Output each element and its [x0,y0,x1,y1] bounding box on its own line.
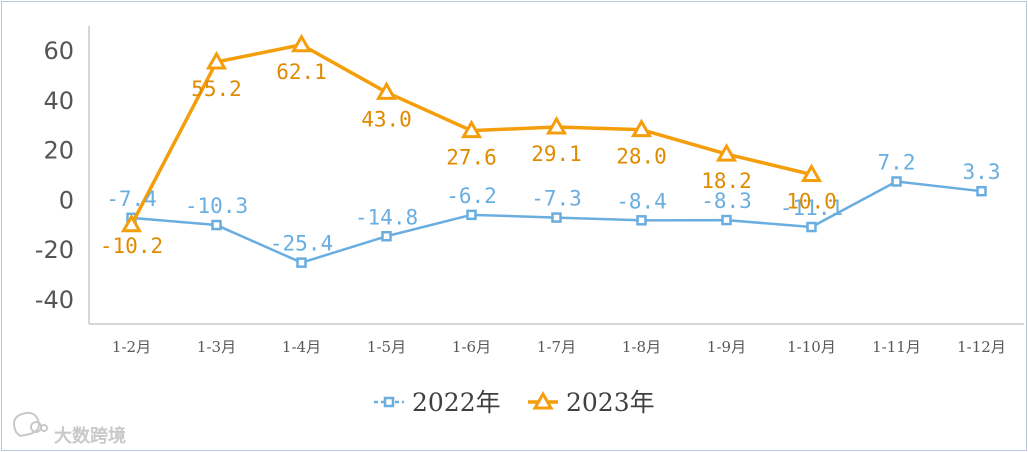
data-label: -7.3 [531,187,582,211]
x-tick-label: 1-10月 [787,338,836,356]
y-tick-label: 20 [43,137,74,165]
x-tick-label: 1-6月 [452,338,491,356]
data-label: 7.2 [878,150,916,174]
x-tick-label: 1-9月 [707,338,746,356]
data-label: 55.2 [191,77,242,101]
x-tick-label: 1-12月 [957,338,1006,356]
x-tick-label: 1-7月 [537,338,576,356]
data-label: -10.3 [185,194,248,218]
y-tick-label: -20 [35,236,74,264]
data-point [976,185,987,197]
data-point [460,119,483,139]
y-tick-label: 0 [59,186,74,214]
legend-marker [383,396,395,408]
chat-bubble-logo-icon [13,411,48,438]
data-label: 10.0 [786,190,837,214]
data-point [290,33,313,53]
data-point [891,176,902,187]
legend-item: 2023年 [528,388,655,417]
data-point [296,257,307,268]
data-point [715,143,738,162]
data-point [721,214,732,226]
data-point [205,50,228,70]
data-point [636,215,647,226]
data-point [466,209,477,221]
data-label: 27.6 [446,146,497,170]
data-point [375,81,398,100]
data-point [120,213,143,233]
series-2023年 [120,33,823,233]
data-label: -25.4 [270,232,333,256]
x-axis-tick-labels: 1-2月 1-3月 1-4月 1-5月 1-6月 1-7月 1-8月 1-9月 1-10月 1-1… [112,338,1006,356]
data-label: -8.3 [701,189,752,213]
data-point [800,163,823,182]
x-tick-label: 1-4月 [282,338,321,356]
data-point [551,212,562,223]
x-tick-label: 1-8月 [622,338,661,356]
x-tick-label: 1-3月 [197,338,236,356]
data-label: -8.4 [616,189,667,213]
y-tick-label: 60 [43,37,74,65]
data-label: 62.1 [276,60,327,84]
data-labels-layer: -7.4 -10.3 -25.4 -14.8 -6.2 -7.3 -8.4 -8.3 -11.1… [100,60,1001,258]
data-point [381,231,392,242]
data-label: -6.2 [446,184,497,208]
series-2022年 [126,176,987,268]
y-axis-tick-labels: -40 -20 0 20 40 60 [35,37,74,314]
data-label: 3.3 [963,160,1001,184]
legend: 2022年 2023年 [374,388,655,417]
series-layer [120,33,987,268]
legend-label: 2023年 [566,388,655,417]
axes [88,26,1024,325]
data-label: 18.2 [701,169,752,193]
data-label: 29.1 [531,142,582,166]
data-label: -11.1 [780,196,843,220]
x-tick-label: 1-11月 [872,338,921,356]
data-label: -7.4 [106,187,157,211]
x-tick-label: 1-2月 [112,338,151,356]
y-tick-label: -40 [35,286,74,314]
data-point [630,118,653,138]
watermark: 大数跨境 [13,411,126,447]
legend-item: 2022年 [374,388,501,417]
legend-marker [532,390,554,410]
data-label: 43.0 [361,107,412,131]
data-label: 28.0 [616,145,667,169]
data-label: -10.2 [100,234,163,258]
data-point [211,219,222,231]
watermark-text: 大数跨境 [54,425,126,447]
x-tick-label: 1-5月 [367,338,406,356]
data-point [545,115,568,135]
data-label: -14.8 [355,205,418,229]
legend-label: 2022年 [412,388,501,417]
y-tick-label: 40 [43,87,74,115]
data-point [806,221,817,233]
